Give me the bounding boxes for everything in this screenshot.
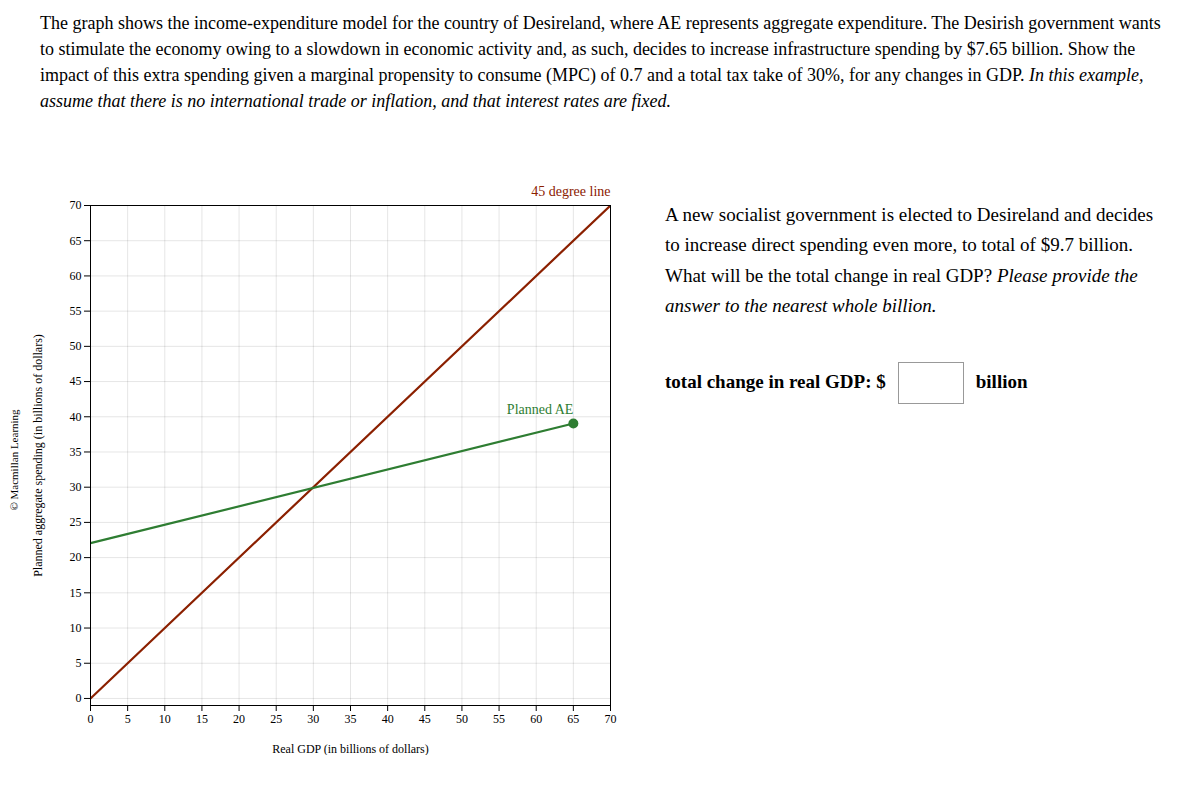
svg-text:40: 40 [382,712,394,726]
svg-text:50: 50 [456,712,468,726]
svg-text:50: 50 [70,339,82,353]
svg-text:55: 55 [70,304,82,318]
html-text:billion: billion [975,371,1028,393]
svg-text:0: 0 [76,691,82,705]
svg-text:45: 45 [419,712,431,726]
svg-text:35: 35 [345,712,357,726]
svg-text:Planned aggregate spending (in: Planned aggregate spending (in billions … [31,334,45,577]
svg-text:70: 70 [70,198,82,212]
svg-text:5: 5 [125,712,131,726]
html-text:The graph shows the income-exp: The graph shows the income-expenditure m… [40,13,1161,112]
html-text:total change in real GDP: $: total change in real GDP: $ [665,371,886,393]
svg-text:25: 25 [70,515,82,529]
svg-text:45 degree line: 45 degree line [531,184,610,199]
svg-text:15: 15 [70,586,82,600]
svg-text:25: 25 [270,712,282,726]
svg-text:40: 40 [70,410,82,424]
svg-text:10: 10 [70,621,82,635]
html-text:© Macmillan Learning: © Macmillan Learning [8,409,20,511]
svg-text:15: 15 [196,712,208,726]
svg-text:Planned AE: Planned AE [507,402,574,417]
svg-text:55: 55 [493,712,505,726]
svg-text:0: 0 [88,712,94,726]
svg-text:65: 65 [567,712,579,726]
svg-text:Real GDP (in billions of dolla: Real GDP (in billions of dollars) [272,742,429,756]
html-text:A new socialist government is: A new socialist government is elected to… [665,204,1153,317]
svg-text:70: 70 [605,712,617,726]
svg-text:30: 30 [70,480,82,494]
svg-text:30: 30 [307,712,319,726]
svg-text:20: 20 [233,712,245,726]
svg-text:65: 65 [70,234,82,248]
svg-text:20: 20 [70,550,82,564]
svg-text:5: 5 [76,656,82,670]
svg-text:60: 60 [70,269,82,283]
svg-text:45: 45 [70,374,82,388]
svg-text:35: 35 [70,445,82,459]
svg-text:10: 10 [159,712,171,726]
svg-text:60: 60 [530,712,542,726]
